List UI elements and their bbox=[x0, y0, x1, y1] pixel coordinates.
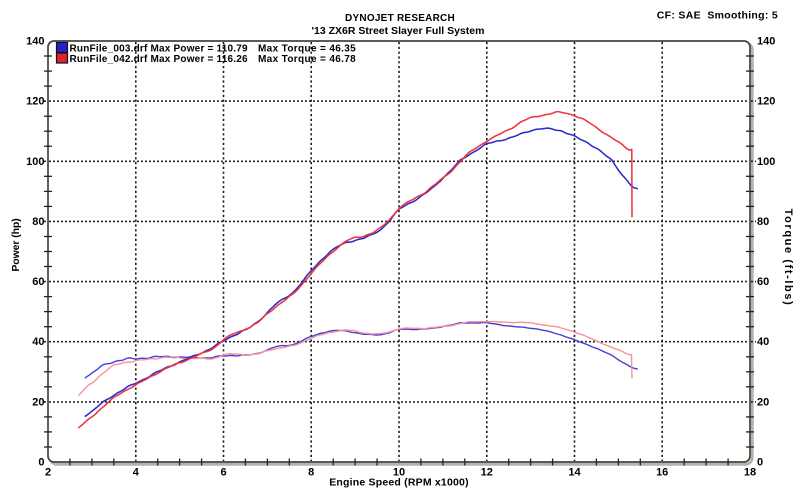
svg-text:Power (hp): Power (hp) bbox=[10, 218, 22, 271]
svg-text:140: 140 bbox=[757, 36, 775, 48]
svg-text:4: 4 bbox=[133, 467, 140, 479]
svg-text:Engine Speed (RPM x1000): Engine Speed (RPM x1000) bbox=[329, 477, 469, 489]
svg-text:RunFile_003.drf Max Power = 11: RunFile_003.drf Max Power = 110.79 bbox=[70, 44, 249, 55]
svg-text:120: 120 bbox=[26, 96, 44, 108]
svg-text:18: 18 bbox=[744, 467, 756, 479]
svg-text:Max Torque = 46.35: Max Torque = 46.35 bbox=[258, 44, 356, 55]
svg-text:14: 14 bbox=[568, 467, 581, 479]
svg-text:40: 40 bbox=[757, 336, 769, 348]
svg-text:Torque (ft-lbs): Torque (ft-lbs) bbox=[782, 209, 794, 307]
svg-text:RunFile_042.drf Max Power = 11: RunFile_042.drf Max Power = 116.26 bbox=[70, 54, 249, 65]
svg-text:100: 100 bbox=[757, 156, 775, 168]
svg-text:2: 2 bbox=[45, 467, 51, 479]
svg-text:80: 80 bbox=[32, 216, 44, 228]
svg-text:DYNOJET RESEARCH: DYNOJET RESEARCH bbox=[345, 13, 455, 24]
svg-text:0: 0 bbox=[38, 457, 44, 469]
svg-text:CF: SAE Smoothing: 5: CF: SAE Smoothing: 5 bbox=[657, 10, 778, 22]
svg-text:'13 ZX6R Street Slayer Full Sy: '13 ZX6R Street Slayer Full System bbox=[312, 25, 485, 37]
svg-text:40: 40 bbox=[32, 336, 44, 348]
svg-text:20: 20 bbox=[32, 396, 44, 408]
svg-text:16: 16 bbox=[656, 467, 668, 479]
svg-text:6: 6 bbox=[220, 467, 226, 479]
svg-text:100: 100 bbox=[26, 156, 44, 168]
svg-text:12: 12 bbox=[481, 467, 493, 479]
svg-text:0: 0 bbox=[757, 457, 763, 469]
svg-text:120: 120 bbox=[757, 96, 775, 108]
svg-text:8: 8 bbox=[308, 467, 314, 479]
svg-text:20: 20 bbox=[757, 396, 769, 408]
svg-text:10: 10 bbox=[393, 467, 405, 479]
svg-text:60: 60 bbox=[757, 276, 769, 288]
svg-text:80: 80 bbox=[757, 216, 769, 228]
svg-text:140: 140 bbox=[26, 36, 44, 48]
svg-text:Max Torque = 46.78: Max Torque = 46.78 bbox=[258, 54, 356, 65]
svg-text:60: 60 bbox=[32, 276, 44, 288]
